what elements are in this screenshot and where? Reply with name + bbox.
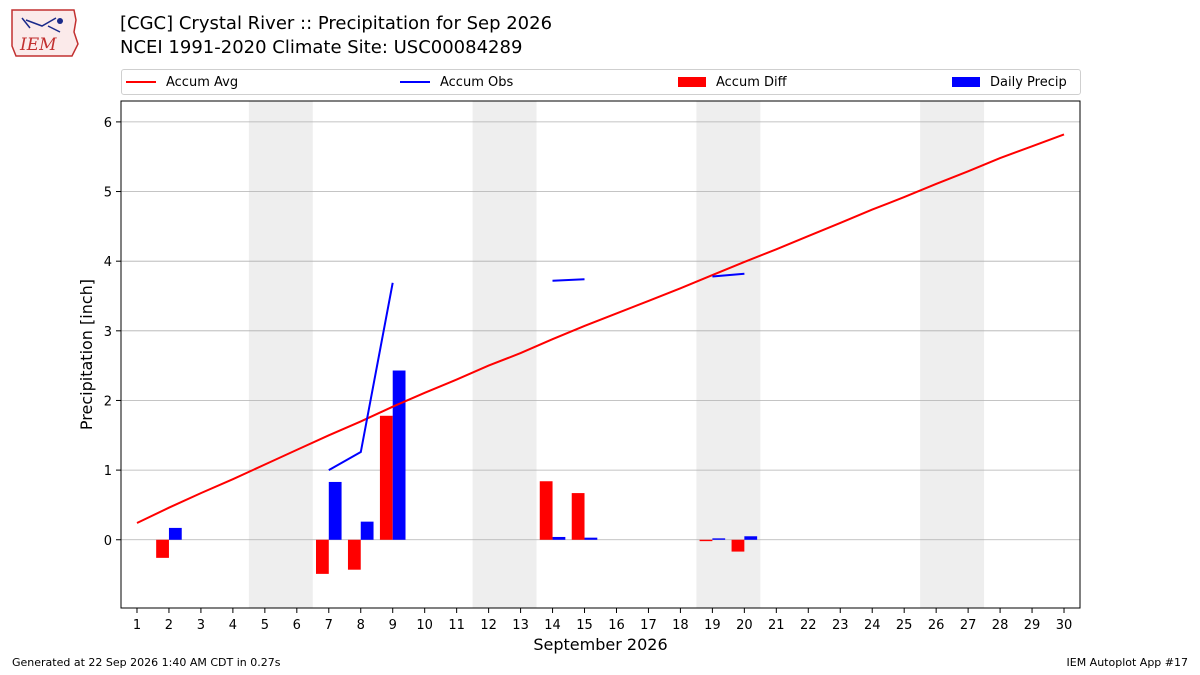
title-line-2: NCEI 1991-2020 Climate Site: USC00084289	[120, 37, 523, 58]
legend-daily-precip: Daily Precip	[952, 70, 1067, 94]
legend-accum-avg: Accum Avg	[126, 70, 238, 94]
y-tick-label: 0	[104, 534, 112, 549]
x-tick-label: 14	[544, 618, 561, 633]
x-tick-label: 4	[229, 618, 237, 633]
title-line-1: [CGC] Crystal River :: Precipitation for…	[120, 13, 553, 34]
accum-obs-line	[552, 278, 585, 282]
x-tick-label: 5	[261, 618, 269, 633]
y-tick-label: 4	[104, 255, 112, 270]
x-tick-label: 3	[197, 618, 205, 633]
accum-diff-bar	[699, 539, 713, 542]
chart-title: [CGC] Crystal River :: Precipitation for…	[120, 12, 552, 60]
y-tick-label: 2	[104, 394, 112, 409]
y-tick-label: 1	[104, 464, 112, 479]
daily-precip-bar	[168, 527, 182, 540]
accum-diff-bar	[347, 539, 361, 570]
x-tick-label: 30	[1056, 618, 1073, 633]
daily-precip-bar	[712, 538, 726, 540]
x-tick-label: 10	[416, 618, 433, 633]
plot-frame	[120, 100, 1081, 609]
x-tick-label: 21	[768, 618, 785, 633]
legend-label-daily-precip: Daily Precip	[990, 74, 1067, 90]
x-tick-label: 27	[960, 618, 977, 633]
accum-diff-bar	[379, 415, 393, 540]
x-tick-label: 19	[704, 618, 721, 633]
iem-logo: IEM	[8, 6, 82, 60]
legend-accum-obs: Accum Obs	[400, 70, 513, 94]
daily-precip-bar	[392, 370, 406, 540]
accum-avg-line	[136, 133, 1065, 524]
x-tick-label: 8	[357, 618, 365, 633]
accum-obs-line	[328, 282, 394, 471]
x-tick-label: 20	[736, 618, 753, 633]
accum-diff-bar	[539, 481, 553, 540]
legend-swatch-daily-precip	[952, 77, 980, 87]
accum-diff-bar	[156, 539, 169, 558]
x-axis-label: September 2026	[533, 635, 667, 654]
weekend-band	[696, 101, 761, 608]
accum-diff-bar	[571, 493, 585, 540]
daily-precip-bar	[552, 536, 566, 540]
y-tick-label: 5	[104, 186, 112, 201]
daily-precip-bar	[584, 537, 598, 540]
x-tick-label: 13	[512, 618, 529, 633]
x-tick-label: 15	[576, 618, 593, 633]
x-tick-label: 17	[640, 618, 657, 633]
legend-swatch-accum-obs	[400, 81, 430, 83]
legend-accum-diff: Accum Diff	[678, 70, 787, 94]
x-tick-label: 16	[608, 618, 625, 633]
legend-label-accum-avg: Accum Avg	[166, 74, 239, 90]
x-tick-label: 24	[864, 618, 881, 633]
x-tick-label: 12	[480, 618, 497, 633]
x-tick-label: 29	[1024, 618, 1041, 633]
x-tick-label: 9	[389, 618, 397, 633]
y-tick-label: 3	[104, 325, 112, 340]
accum-obs-line	[712, 272, 745, 278]
accum-diff-bar	[731, 539, 745, 552]
x-tick-label: 7	[325, 618, 333, 633]
footer-app: IEM Autoplot App #17	[1066, 656, 1189, 669]
weekend-band	[472, 101, 537, 608]
legend-label-accum-diff: Accum Diff	[716, 74, 787, 90]
x-tick-label: 6	[293, 618, 301, 633]
footer-generated: Generated at 22 Sep 2026 1:40 AM CDT in …	[12, 656, 281, 669]
accum-diff-bar	[315, 539, 329, 574]
legend-label-accum-obs: Accum Obs	[440, 74, 514, 90]
y-axis-label: Precipitation [inch]	[77, 279, 96, 430]
daily-precip-bar	[744, 536, 758, 540]
x-tick-label: 26	[928, 618, 945, 633]
x-tick-label: 22	[800, 618, 817, 633]
chart-legend: Accum Avg Accum Obs Accum Diff Daily Pre…	[121, 69, 1081, 95]
daily-precip-bar	[328, 481, 342, 540]
x-tick-label: 11	[448, 618, 465, 633]
x-tick-label: 28	[992, 618, 1009, 633]
x-tick-label: 18	[672, 618, 689, 633]
x-tick-label: 2	[165, 618, 173, 633]
x-tick-label: 25	[896, 618, 913, 633]
x-tick-label: 23	[832, 618, 849, 633]
y-tick-label: 6	[104, 116, 112, 131]
logo-text: IEM	[19, 35, 57, 55]
legend-swatch-accum-diff	[678, 77, 706, 87]
weekend-band	[248, 101, 313, 608]
legend-swatch-accum-avg	[126, 81, 156, 83]
daily-precip-bar	[360, 521, 374, 540]
x-tick-label: 1	[133, 618, 141, 633]
